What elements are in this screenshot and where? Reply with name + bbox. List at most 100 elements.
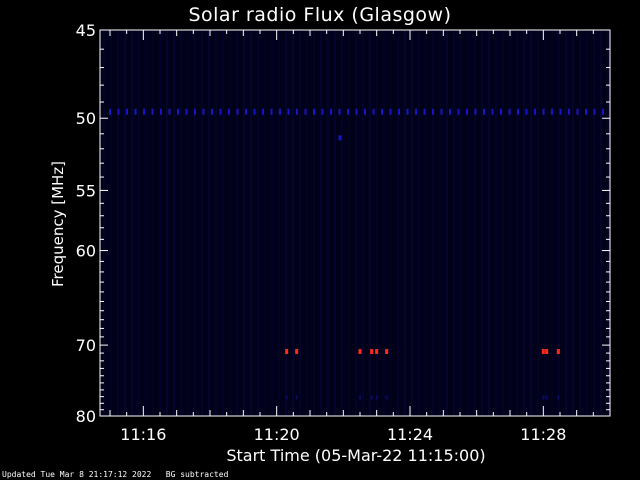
texture-streak bbox=[390, 30, 392, 416]
y-tick-label: 80 bbox=[76, 407, 96, 426]
band-pixel bbox=[228, 108, 230, 115]
texture-streak bbox=[397, 30, 399, 416]
x-tick-label: 11:24 bbox=[387, 425, 433, 444]
band-pixel bbox=[372, 108, 375, 115]
band-pixel bbox=[406, 108, 409, 115]
texture-streak bbox=[285, 30, 287, 416]
texture-streak bbox=[565, 30, 567, 416]
y-axis-label: Frequency [MHz] bbox=[49, 160, 67, 288]
band-pixel bbox=[551, 108, 553, 115]
radio-bursts bbox=[285, 349, 560, 400]
texture-streak bbox=[362, 30, 364, 416]
burst-echo bbox=[542, 395, 545, 400]
y-axis: 45 50 55 60 70 80 bbox=[76, 21, 610, 426]
band-pixel bbox=[330, 108, 332, 115]
texture-streak bbox=[180, 30, 182, 416]
texture-streak bbox=[313, 30, 315, 416]
texture-streak bbox=[320, 30, 322, 416]
texture-streak bbox=[404, 30, 406, 416]
texture-streak bbox=[187, 30, 189, 416]
texture-streak bbox=[110, 30, 112, 416]
x-axis: 11:16 11:20 11:24 11:28 bbox=[109, 30, 611, 444]
texture-streak bbox=[173, 30, 175, 416]
texture-streak bbox=[509, 30, 511, 416]
texture-streak bbox=[201, 30, 203, 416]
band-pixel bbox=[568, 108, 570, 115]
texture-streak bbox=[103, 30, 105, 416]
band-pixel bbox=[126, 108, 128, 115]
band-pixel bbox=[313, 108, 315, 115]
burst-point bbox=[295, 349, 299, 355]
band-pixel bbox=[576, 108, 579, 115]
band-pixel bbox=[602, 108, 604, 115]
band-pixel bbox=[134, 108, 137, 115]
band-pixel bbox=[168, 108, 171, 115]
band-pixel bbox=[219, 108, 222, 115]
texture-streak bbox=[572, 30, 574, 416]
texture-streak bbox=[124, 30, 126, 416]
texture-streak bbox=[446, 30, 448, 416]
texture-streak bbox=[341, 30, 343, 416]
texture-streak bbox=[131, 30, 133, 416]
band-pixel bbox=[381, 108, 383, 115]
burst-point bbox=[541, 349, 545, 355]
band-pixel bbox=[160, 108, 162, 115]
band-pixel bbox=[262, 108, 264, 115]
burst-echo bbox=[557, 395, 560, 400]
band-pixel bbox=[279, 108, 281, 115]
band-pixel bbox=[483, 108, 485, 115]
texture-streak bbox=[593, 30, 595, 416]
burst-echo bbox=[375, 395, 378, 400]
x-tick-label: 11:28 bbox=[520, 425, 566, 444]
texture-streak bbox=[145, 30, 147, 416]
burst-point bbox=[545, 349, 549, 355]
background-texture bbox=[103, 30, 609, 416]
texture-streak bbox=[250, 30, 252, 416]
burst-point bbox=[285, 349, 289, 355]
texture-streak bbox=[537, 30, 539, 416]
burst-echo bbox=[359, 395, 361, 400]
emission-features bbox=[109, 108, 604, 141]
y-tick-label: 55 bbox=[76, 181, 96, 200]
burst-echo bbox=[370, 395, 373, 400]
band-pixel bbox=[143, 108, 145, 115]
band-pixel bbox=[287, 108, 290, 115]
texture-streak bbox=[355, 30, 357, 416]
band-pixel bbox=[347, 108, 349, 115]
texture-streak bbox=[159, 30, 161, 416]
band-pixel bbox=[432, 108, 434, 115]
band-pixel bbox=[296, 108, 298, 115]
band-pixel bbox=[270, 108, 273, 115]
x-tick-label: 11:16 bbox=[120, 425, 166, 444]
band-pixel bbox=[253, 108, 256, 115]
burst-point bbox=[375, 349, 379, 355]
texture-streak bbox=[292, 30, 294, 416]
texture-streak bbox=[306, 30, 308, 416]
texture-streak bbox=[369, 30, 371, 416]
texture-streak bbox=[327, 30, 329, 416]
texture-streak bbox=[243, 30, 245, 416]
texture-streak bbox=[215, 30, 217, 416]
texture-streak bbox=[376, 30, 378, 416]
texture-streak bbox=[551, 30, 553, 416]
band-pixel bbox=[398, 108, 400, 115]
band-pixel bbox=[559, 108, 562, 115]
band-pixel bbox=[457, 108, 460, 115]
spot-pixel bbox=[338, 135, 342, 141]
texture-streak bbox=[495, 30, 497, 416]
texture-streak bbox=[579, 30, 581, 416]
texture-streak bbox=[208, 30, 210, 416]
texture-streak bbox=[138, 30, 140, 416]
chart-title: Solar radio Flux (Glasgow) bbox=[188, 4, 452, 26]
texture-streak bbox=[432, 30, 434, 416]
texture-streak bbox=[117, 30, 119, 416]
texture-streak bbox=[607, 30, 609, 416]
y-tick-label: 50 bbox=[76, 109, 96, 128]
band-pixel bbox=[236, 108, 239, 115]
texture-streak bbox=[474, 30, 476, 416]
texture-streak bbox=[467, 30, 469, 416]
band-pixel bbox=[525, 108, 528, 115]
texture-streak bbox=[383, 30, 385, 416]
band-pixel bbox=[304, 108, 307, 115]
band-pixel bbox=[185, 108, 188, 115]
